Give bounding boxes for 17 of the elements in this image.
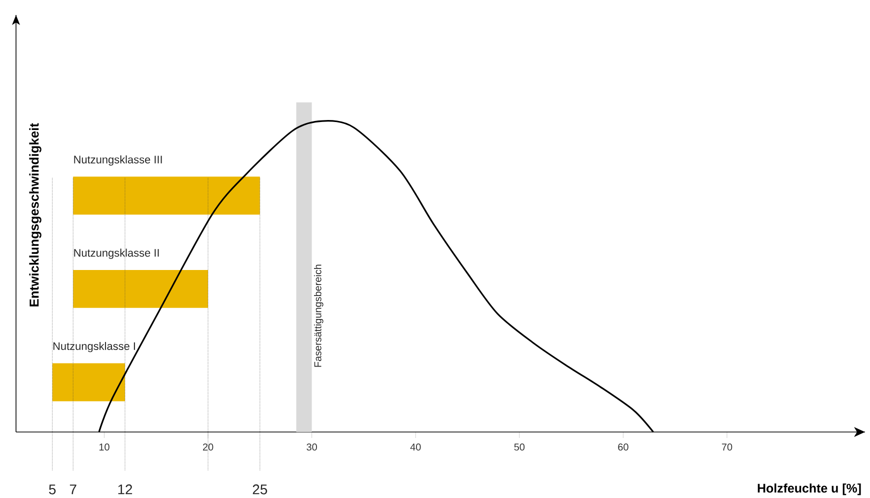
ref-line-label: 5: [49, 484, 56, 494]
x-tick-label: 20: [202, 444, 214, 451]
ref-line-label: 7: [70, 484, 76, 494]
x-axis-title: Holzfeuchte u [%]: [758, 483, 861, 496]
band-label: Nutzungsklasse I: [53, 342, 135, 352]
ref-line-label: 25: [252, 484, 268, 494]
ref-line-label: 12: [118, 484, 132, 494]
band-label: Fasersättigungsbereich: [314, 264, 324, 367]
x-tick-label: 70: [722, 444, 732, 451]
y-axis-title: Entwicklungsgeschwindigkeit: [29, 123, 42, 306]
x-tick-label: 10: [99, 444, 110, 451]
band-label: Nutzungsklasse III: [74, 155, 162, 166]
x-tick-label: 30: [306, 444, 317, 451]
band-label: Nutzungsklasse II: [74, 248, 159, 259]
x-tick-label: 60: [618, 444, 628, 451]
x-tick-label: 50: [514, 444, 525, 451]
x-tick-label: 40: [410, 444, 421, 451]
